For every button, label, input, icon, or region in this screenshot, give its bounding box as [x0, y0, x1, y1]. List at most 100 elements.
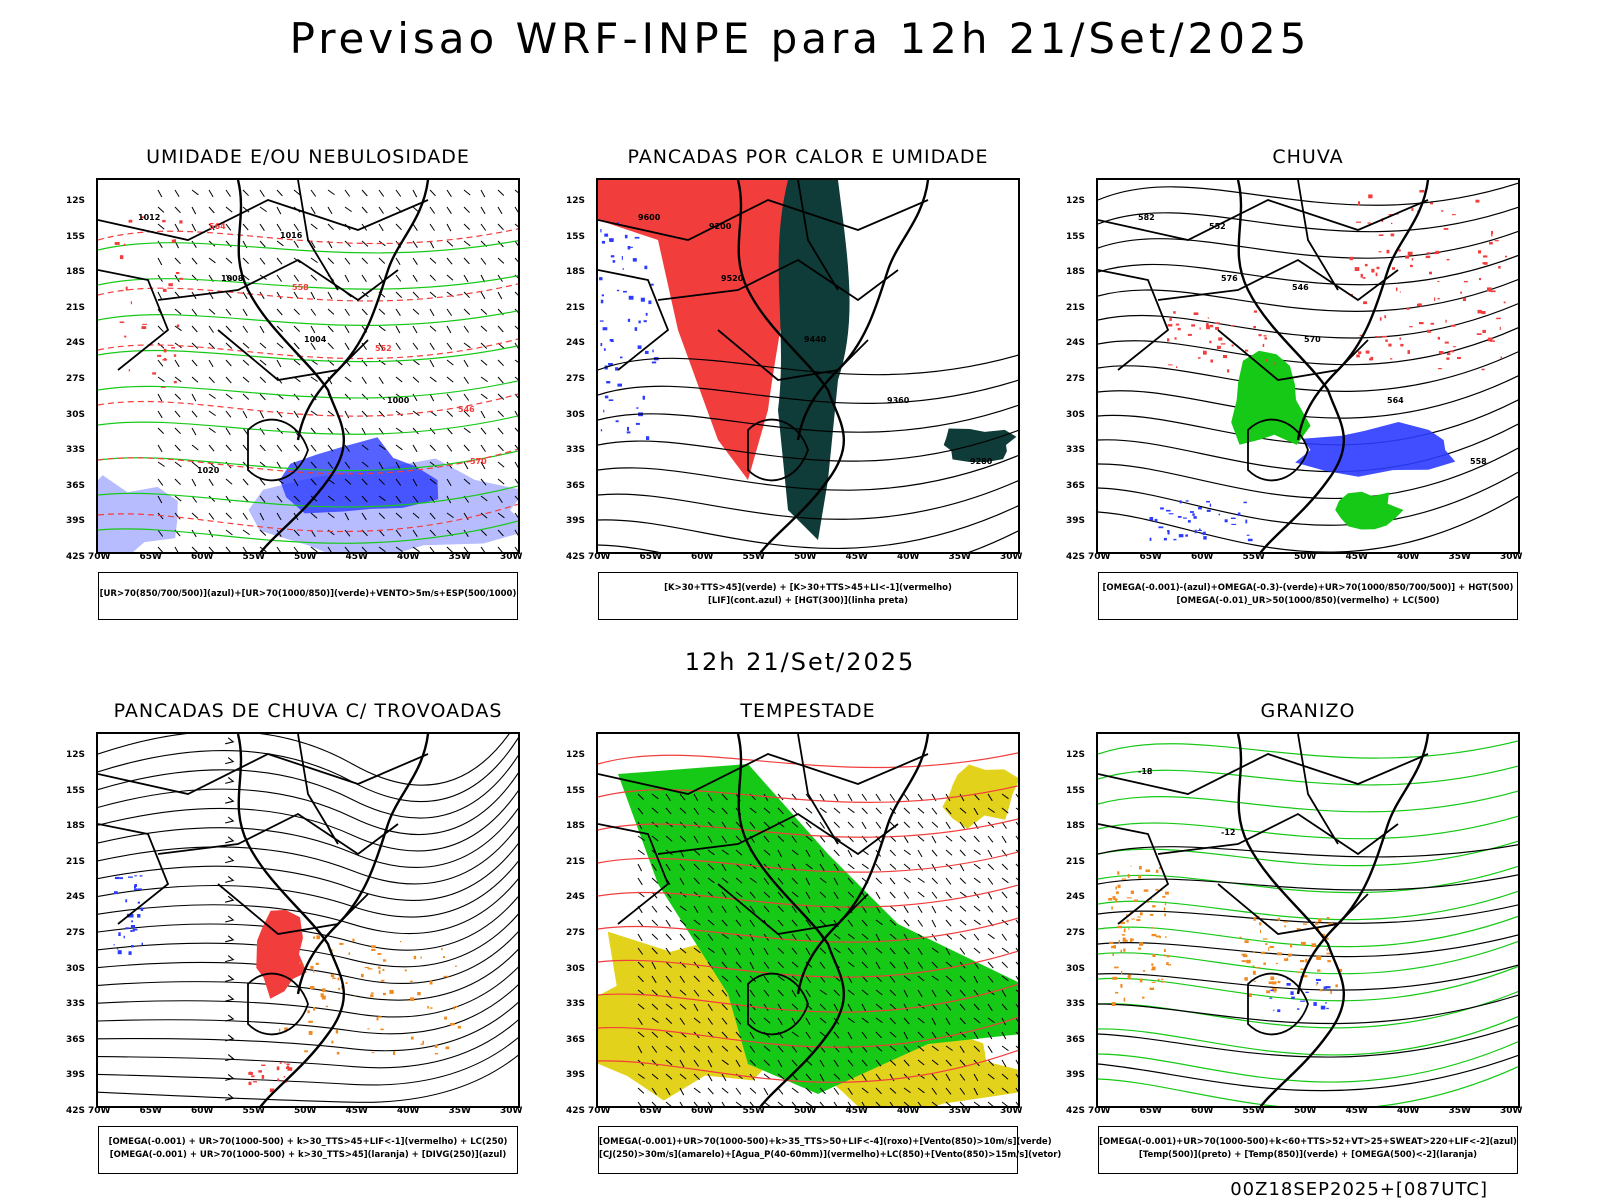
storm-area-orange [429, 1007, 433, 1009]
wind-vector [157, 444, 163, 453]
omega500-orange [1283, 921, 1289, 923]
wind-vector [889, 933, 897, 940]
divergence-area-blue [128, 951, 132, 955]
omega500-orange [1288, 953, 1292, 957]
wind-vector [749, 961, 755, 970]
omega500-orange [1108, 898, 1113, 901]
lifted-index-contour [608, 363, 613, 366]
wind-vector [861, 961, 868, 969]
wind-vector [191, 393, 197, 402]
wind-vector [693, 933, 701, 940]
rain-omega-red [1452, 346, 1457, 348]
thickness-label-speck [179, 220, 183, 224]
omega500-orange [1252, 970, 1256, 975]
omega500-orange [1138, 876, 1141, 879]
wind-vector [693, 863, 700, 871]
omega500-orange [1120, 949, 1123, 953]
omega500-orange [1126, 897, 1132, 899]
wind-vector [174, 206, 181, 214]
omega500-orange [1150, 898, 1152, 900]
wind-vector [174, 308, 182, 315]
rain-omega-red [1451, 214, 1456, 216]
wind-vector [637, 947, 644, 955]
state-border [797, 180, 839, 291]
wind-vector [1015, 821, 1018, 826]
wind-vector [665, 835, 673, 842]
omega500-orange [1129, 911, 1132, 913]
wind-vector [208, 206, 215, 214]
lc850-contour [598, 917, 1018, 943]
streamline [98, 734, 510, 786]
temp850-contour [1098, 890, 1518, 921]
storm-area-orange [371, 948, 376, 951]
storm-area-red [253, 1081, 257, 1083]
thickness-contour [98, 228, 518, 245]
wind-vector [1015, 961, 1018, 966]
streamline [98, 825, 518, 885]
lat-tick-label: 39S [566, 1070, 586, 1081]
wind-vector [651, 905, 658, 913]
wind-vector [412, 410, 420, 417]
wind-vector [847, 1101, 852, 1106]
wind-vector [361, 478, 368, 486]
wind-vector [665, 1045, 673, 1052]
wind-vector [819, 1059, 825, 1068]
lifted-index-contour [652, 349, 654, 353]
rain-omega-red [1462, 297, 1466, 301]
wind-vector [819, 807, 827, 814]
hgt500-contour [1098, 351, 1518, 392]
wind-vector [833, 947, 841, 954]
wind-vector [157, 342, 165, 349]
temp500-contour [1098, 994, 1518, 1025]
rain-omega-red [1396, 287, 1398, 292]
panel-title-trovoadas: PANCADAS DE CHUVA C/ TROVOADAS [113, 700, 503, 722]
wind-vector [875, 989, 883, 996]
wind-vector [1001, 793, 1009, 800]
legend-box-umidade: [UR>70(850/700/500)](azul)+[UR>70(1000/8… [98, 572, 518, 620]
wind-vector [412, 189, 418, 198]
wind-vector [327, 495, 335, 502]
wind-vector [378, 189, 385, 197]
thickness-label-speck [140, 216, 146, 219]
storm-area-orange [332, 977, 335, 979]
storm-area-orange [450, 1023, 455, 1026]
temp850-contour [1098, 915, 1518, 948]
wind-vector [917, 919, 924, 927]
wind-vector [157, 325, 164, 333]
omega500-orange [1300, 968, 1306, 971]
wind-vector [735, 1087, 742, 1095]
wind-vector [208, 546, 215, 552]
rain-omega-red [1358, 351, 1362, 355]
wind-vector [847, 933, 855, 940]
storm-area-orange [321, 995, 326, 1000]
wind-vector [446, 308, 453, 316]
lon-tick-label: 35W [448, 552, 471, 562]
wind-vector [225, 427, 231, 436]
wind-vector [395, 257, 401, 266]
thickness-contour [98, 338, 518, 360]
rain-omega-red [1410, 264, 1413, 268]
omega500-orange [1164, 913, 1166, 917]
divergence-area-blue [125, 899, 128, 903]
rain-omega-red [1437, 298, 1440, 300]
wind-vector [735, 863, 743, 870]
wind-vector [805, 919, 812, 927]
wind-vector [1015, 1045, 1018, 1049]
wind-vector [959, 947, 966, 955]
wind-vector [361, 308, 368, 316]
rain-omega-blue [1193, 516, 1197, 519]
wind-vector [833, 877, 839, 886]
rain-omega-red [1354, 267, 1360, 271]
wind-vector [480, 444, 486, 452]
storm-area-red [279, 1062, 282, 1064]
wind-vector [791, 821, 799, 828]
wind-vector [707, 793, 713, 802]
wind-vector [463, 223, 471, 230]
wind-vector [310, 376, 318, 382]
wind-vector [777, 793, 784, 801]
omega500-orange [1115, 886, 1117, 890]
wind-vector [208, 427, 216, 434]
wind-vector [259, 359, 267, 366]
wind-vector [412, 223, 418, 231]
